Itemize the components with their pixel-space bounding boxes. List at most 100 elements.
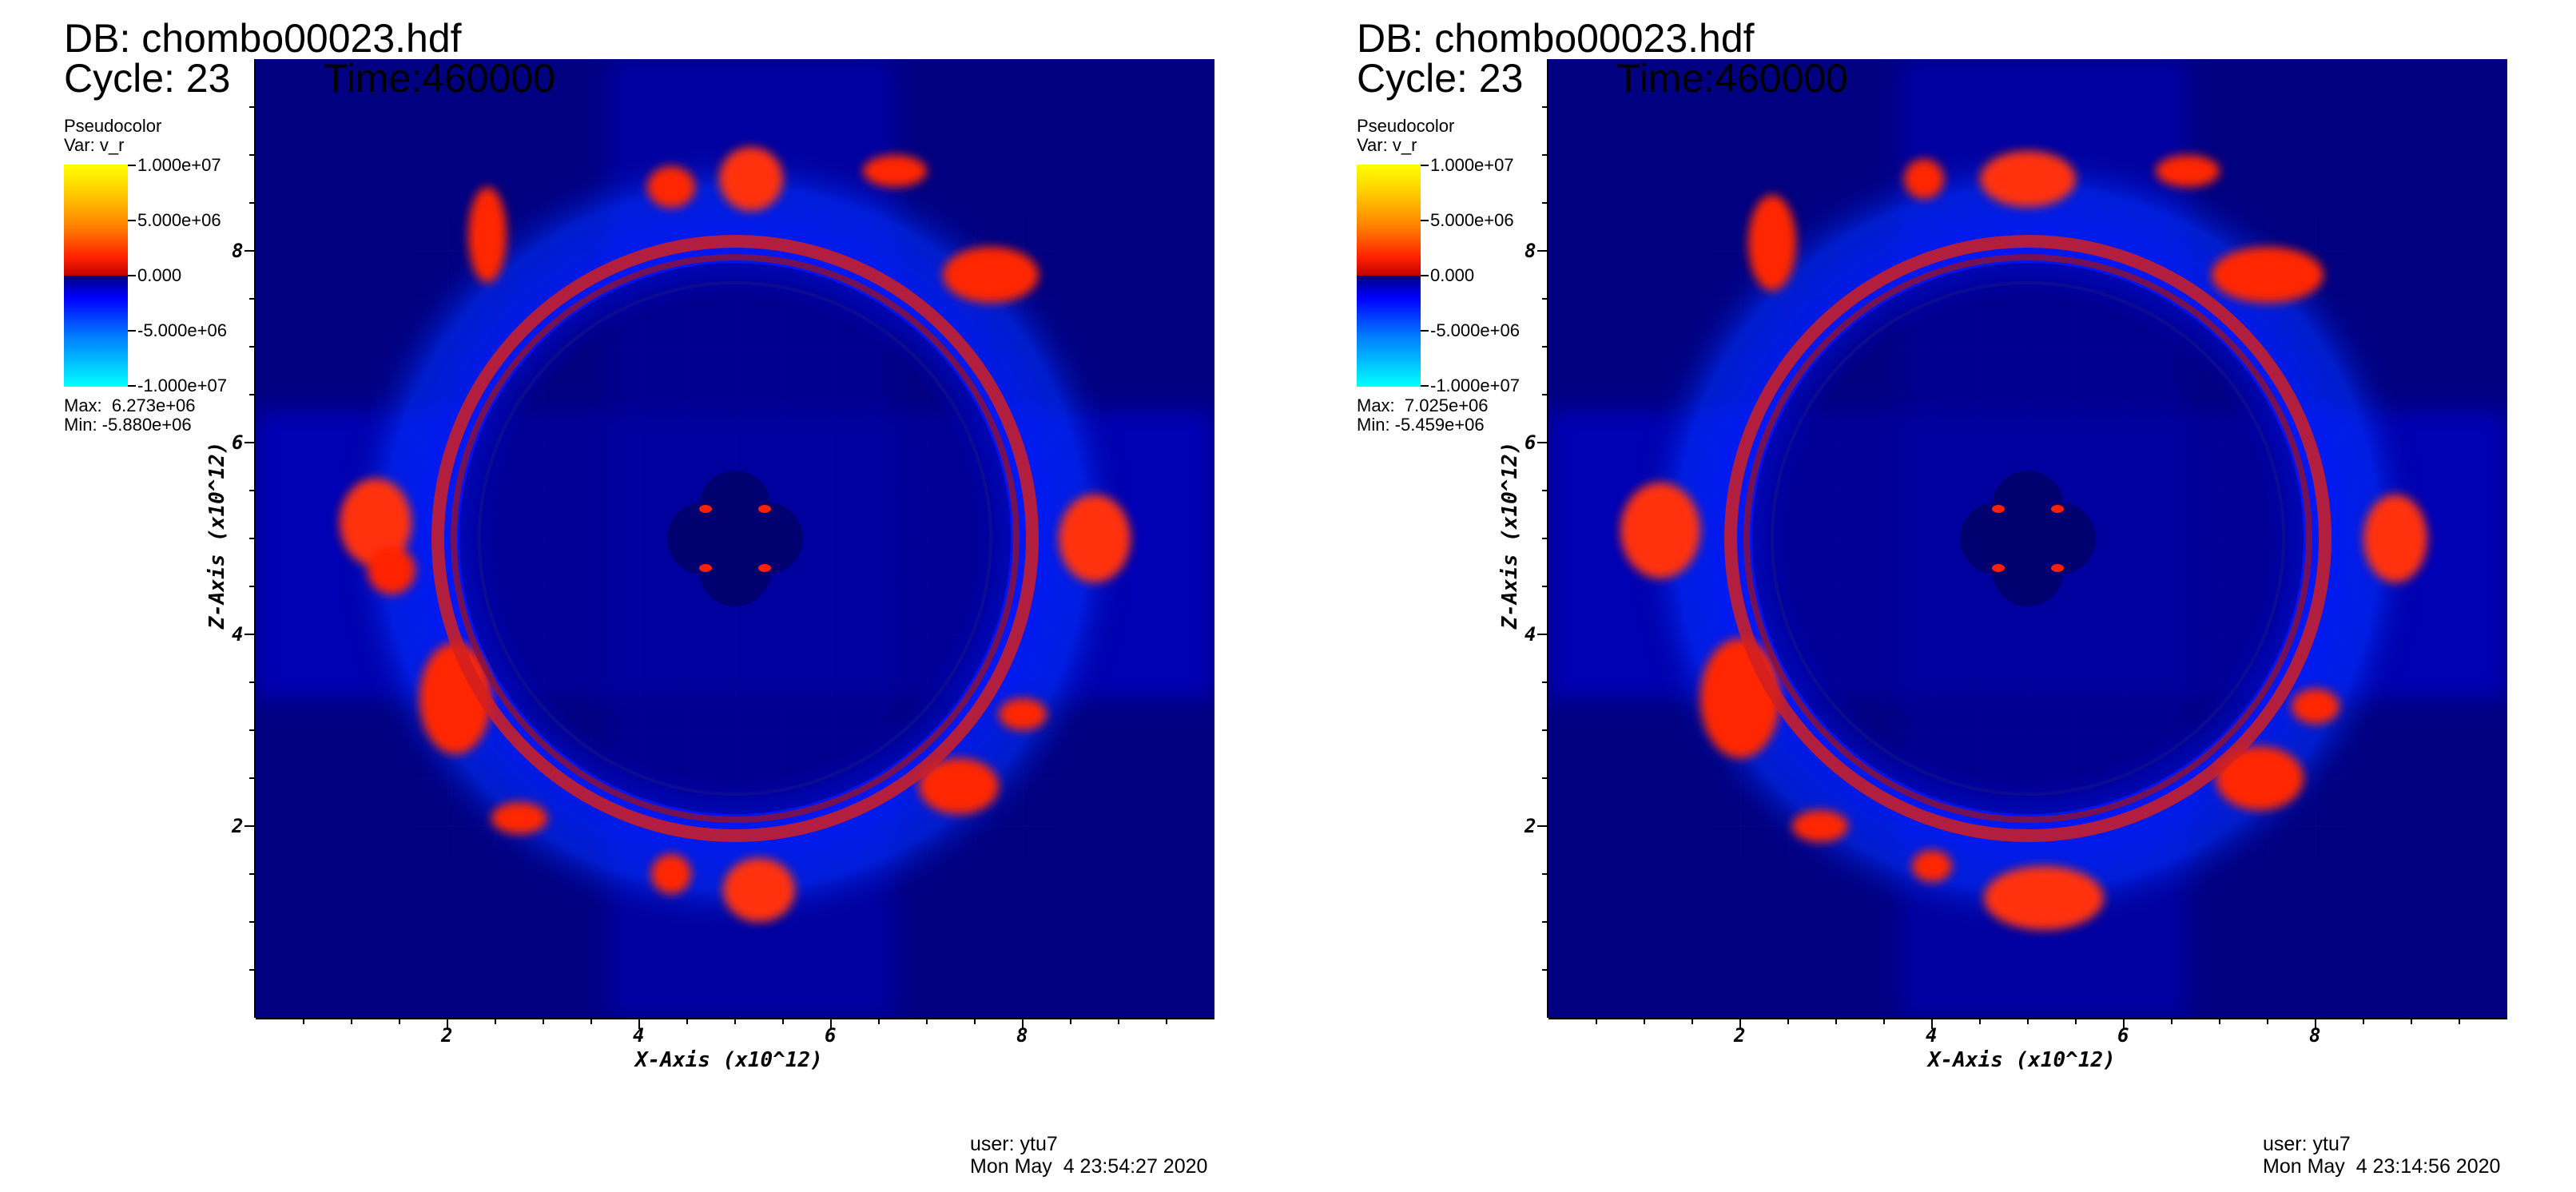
x-minor-tick (495, 1019, 496, 1024)
legend-type: Pseudocolor (64, 116, 162, 136)
heatmap-svg (256, 59, 1214, 1018)
y-minor-tick (1542, 681, 1547, 683)
plume (2212, 247, 2324, 303)
plume (863, 155, 927, 187)
colorbar-tick (128, 165, 136, 166)
x-axis-line (256, 1018, 1214, 1019)
y-minor-tick (249, 298, 254, 300)
x-minor-tick (1166, 1019, 1167, 1024)
colorbar-label-zero: 0.000 (137, 265, 182, 285)
plume (1980, 151, 2076, 207)
center-feature (667, 471, 803, 606)
heatmap-svg (1548, 59, 2507, 1018)
shell-inner-ring (1743, 254, 2312, 823)
center-blob (731, 503, 803, 574)
colorbar-label: -5.000e+06 (1430, 320, 1520, 340)
y-tick (1537, 442, 1547, 443)
heatmap-plot (1548, 59, 2507, 1018)
x-tick (447, 1019, 448, 1029)
center-blob (2024, 503, 2096, 574)
plume (1700, 638, 1780, 758)
colorbar-tick (1421, 275, 1429, 276)
y-minor-tick (1542, 394, 1547, 395)
center-feature (1960, 471, 2096, 606)
colorbar-tick (128, 330, 136, 332)
x-minor-tick (1644, 1019, 1645, 1024)
x-minor-tick (2075, 1019, 2077, 1024)
shell-outer-ring (1724, 235, 2332, 842)
plume (1620, 483, 1700, 578)
y-tick (1537, 250, 1547, 252)
plume (647, 166, 695, 208)
y-minor-tick (249, 921, 254, 923)
y-minor-tick (1542, 490, 1547, 491)
x-minor-tick (1118, 1019, 1119, 1024)
db-title: DB: chombo00023.hdf (64, 16, 462, 61)
y-tick-label: 4 (232, 623, 244, 646)
plume (1984, 866, 2104, 930)
colorbar-label-min: -1.000e+07 (137, 375, 227, 395)
x-tick-label: 4 (633, 1024, 645, 1047)
y-minor-tick (249, 969, 254, 971)
shell-inner-ring (451, 254, 1020, 823)
x-tick (638, 1019, 640, 1029)
colorbar-tick (128, 220, 136, 221)
colorbar-label-max: 1.000e+07 (137, 155, 221, 175)
max-value: Max: 7.025e+06 (1357, 395, 1489, 415)
colorbar-label-min: -1.000e+07 (1430, 375, 1520, 395)
y-minor-tick (249, 346, 254, 348)
center-red-dot (699, 564, 712, 572)
colorbar-tick (128, 275, 136, 276)
plume (1748, 195, 1796, 291)
y-minor-tick (1542, 729, 1547, 731)
x-minor-tick (686, 1019, 688, 1024)
center-red-dot (1992, 505, 2005, 513)
plume (368, 546, 415, 594)
y-minor-tick (1542, 154, 1547, 156)
colorbar-label-max: 1.000e+07 (1430, 155, 1514, 175)
plume (719, 147, 783, 211)
x-minor-tick (2411, 1019, 2412, 1024)
db-title: DB: chombo00023.hdf (1357, 16, 1755, 61)
x-minor-tick (2219, 1019, 2220, 1024)
y-minor-tick (1542, 298, 1547, 300)
x-axis-title: X-Axis (x10^12) (635, 1048, 823, 1072)
x-tick (2123, 1019, 2125, 1029)
colorbar-label-zero: 0.000 (1430, 265, 1475, 285)
x-tick (1931, 1019, 1933, 1029)
x-minor-tick (399, 1019, 400, 1024)
legend-type: Pseudocolor (1357, 116, 1455, 136)
time-label: Time:460000 (324, 56, 555, 101)
x-tick (2315, 1019, 2316, 1029)
y-axis-line (1547, 59, 1548, 1018)
y-tick-label: 8 (232, 240, 244, 262)
plume (1059, 495, 1131, 582)
y-minor-tick (1542, 777, 1547, 779)
y-axis-title: Z-Axis (x10^12) (205, 441, 229, 630)
center-red-dot (2051, 564, 2064, 572)
date-label: Mon May 4 23:54:27 2020 (970, 1155, 1208, 1178)
shell-outer-ring (431, 235, 1039, 842)
cycle-label: Cycle: 23 (64, 56, 231, 101)
colorbar-label: -5.000e+06 (137, 320, 227, 340)
user-label: user: ytu7 (2263, 1133, 2351, 1155)
x-minor-tick (2171, 1019, 2173, 1024)
plume (723, 858, 795, 922)
plume (2292, 689, 2339, 724)
y-minor-tick (1542, 538, 1547, 539)
colorbar-tick (1421, 330, 1429, 332)
y-tick-label: 6 (1525, 431, 1536, 454)
colorbar-label: 5.000e+06 (1430, 210, 1514, 230)
x-minor-tick (974, 1019, 976, 1024)
y-minor-tick (1542, 202, 1547, 204)
colorbar (1357, 165, 1421, 387)
plume (919, 758, 999, 814)
x-minor-tick (1691, 1019, 1693, 1024)
legend-variable: Var: v_r (1357, 135, 1417, 155)
y-tick (1537, 825, 1547, 827)
colorbar-tick (1421, 220, 1429, 221)
y-minor-tick (249, 681, 254, 683)
x-minor-tick (1835, 1019, 1837, 1024)
x-minor-tick (2027, 1019, 2029, 1024)
colorbar-tick (1421, 385, 1429, 387)
